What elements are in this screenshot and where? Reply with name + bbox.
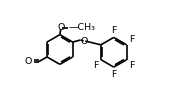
Text: F: F — [129, 35, 134, 43]
Text: O: O — [25, 57, 32, 66]
Text: F: F — [111, 26, 116, 35]
Text: O: O — [57, 23, 64, 32]
Text: F: F — [111, 70, 116, 79]
Text: F: F — [129, 61, 134, 70]
Text: —CH₃: —CH₃ — [68, 23, 95, 32]
Text: F: F — [93, 61, 99, 70]
Text: O: O — [80, 37, 88, 46]
